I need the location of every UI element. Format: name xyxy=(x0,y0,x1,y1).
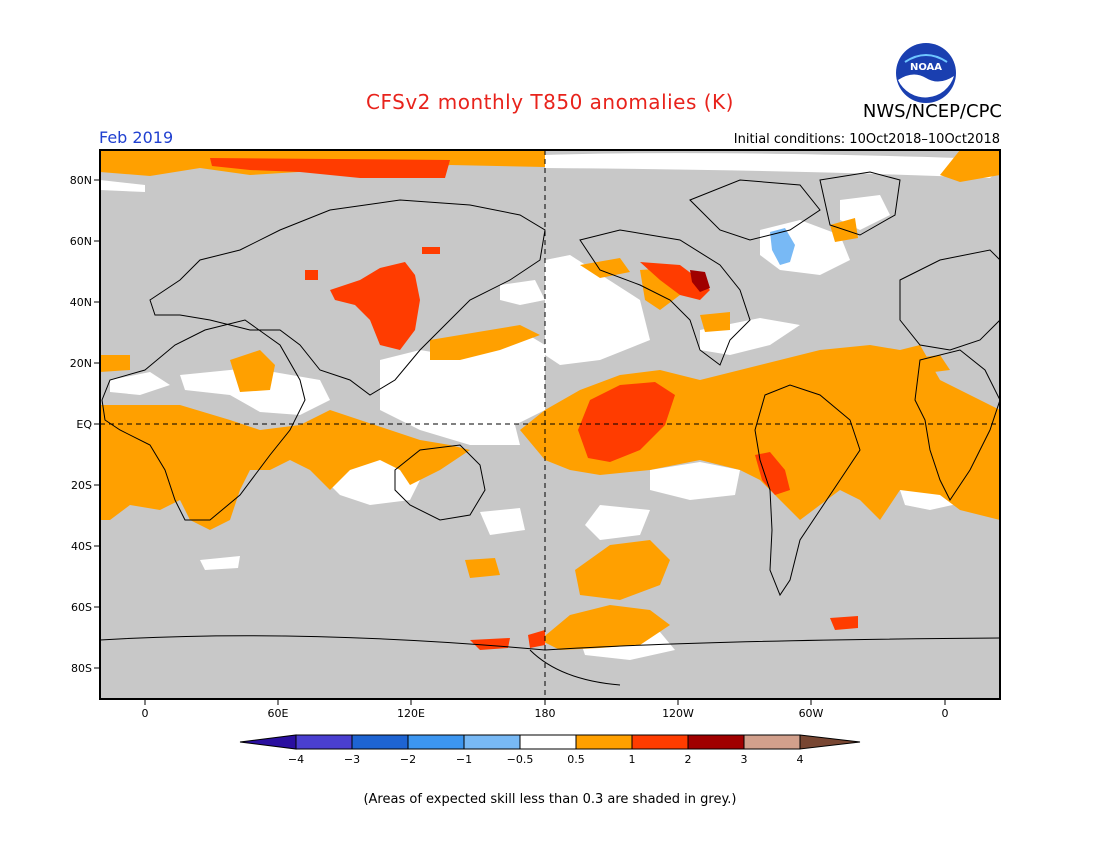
legend-label: −4 xyxy=(288,753,304,766)
legend-label: −0.5 xyxy=(507,753,534,766)
legend-label: −3 xyxy=(344,753,360,766)
lat-ticks xyxy=(94,179,100,669)
legend-swatch xyxy=(407,734,465,750)
legend-swatch xyxy=(295,734,353,750)
lat-label: 20N xyxy=(70,357,92,370)
anomaly-2-3-region xyxy=(690,270,710,292)
legend-labels: −4 −3 −2 −1 −0.5 0.5 1 2 3 4 xyxy=(288,753,804,766)
initial-conditions: Initial conditions: 10Oct2018–10Oct2018 xyxy=(733,132,1000,147)
anomaly-1-2-regions xyxy=(210,158,858,650)
noaa-logo-icon: NOAA xyxy=(896,43,956,103)
lon-label: 60W xyxy=(799,707,824,720)
legend-label: 4 xyxy=(797,753,804,766)
lon-label: 0 xyxy=(942,707,949,720)
legend-swatch xyxy=(351,734,409,750)
forecast-period: Feb 2019 xyxy=(99,128,174,147)
legend-label: −2 xyxy=(400,753,416,766)
lon-label: 120E xyxy=(397,707,425,720)
color-legend xyxy=(239,734,861,750)
legend-swatch xyxy=(799,734,861,750)
lon-ticks xyxy=(144,699,946,705)
legend-swatch xyxy=(463,734,521,750)
legend-swatch xyxy=(631,734,689,750)
lon-label: 60E xyxy=(268,707,289,720)
legend-swatch xyxy=(239,734,297,750)
lat-label: 40S xyxy=(71,540,92,553)
legend-swatch xyxy=(687,734,745,750)
legend-label: 0.5 xyxy=(567,753,585,766)
noaa-logo-text: NOAA xyxy=(910,62,942,73)
anomaly-map: 80N 60N 40N 20N EQ 20S 40S 60S 80S 0 60E… xyxy=(70,149,1001,766)
skill-note: (Areas of expected skill less than 0.3 a… xyxy=(363,792,737,807)
map-title: CFSv2 monthly T850 anomalies (K) xyxy=(366,90,734,114)
lat-label: 20S xyxy=(71,479,92,492)
legend-label: 3 xyxy=(741,753,748,766)
legend-swatch xyxy=(575,734,633,750)
lat-label: 80N xyxy=(70,174,92,187)
lat-label: 60N xyxy=(70,235,92,248)
negative-anomaly-region xyxy=(770,228,795,265)
lat-label: 60S xyxy=(71,601,92,614)
lon-label: 180 xyxy=(535,707,556,720)
lon-labels: 0 60E 120E 180 120W 60W 0 xyxy=(142,707,949,720)
agency-label: NWS/NCEP/CPC xyxy=(862,101,1002,122)
legend-swatch xyxy=(743,734,801,750)
legend-label: 1 xyxy=(629,753,636,766)
legend-label: 2 xyxy=(685,753,692,766)
coastlines xyxy=(99,171,1001,686)
lat-label: 80S xyxy=(71,662,92,675)
lat-label: EQ xyxy=(76,418,92,431)
legend-swatch xyxy=(519,734,577,750)
lon-label: 120W xyxy=(662,707,694,720)
lat-label: 40N xyxy=(70,296,92,309)
lon-label: 0 xyxy=(142,707,149,720)
legend-label: −1 xyxy=(456,753,472,766)
lat-labels: 80N 60N 40N 20N EQ 20S 40S 60S 80S xyxy=(70,174,93,675)
